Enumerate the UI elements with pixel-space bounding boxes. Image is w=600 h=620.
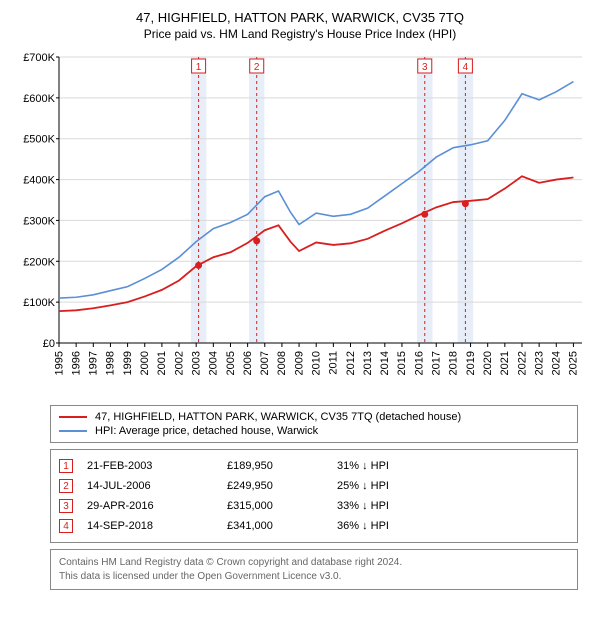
event-marker: 3 [59, 499, 73, 513]
svg-text:2019: 2019 [464, 351, 476, 375]
chart-title: 47, HIGHFIELD, HATTON PARK, WARWICK, CV3… [10, 10, 590, 25]
event-delta: 25% ↓ HPI [337, 480, 437, 492]
svg-text:£200K: £200K [23, 256, 55, 268]
svg-text:2: 2 [253, 62, 259, 73]
svg-text:1998: 1998 [104, 351, 116, 375]
event-row: 4 14-SEP-2018£341,00036% ↓ HPI [59, 516, 569, 536]
legend: 47, HIGHFIELD, HATTON PARK, WARWICK, CV3… [50, 405, 578, 443]
legend-item: 47, HIGHFIELD, HATTON PARK, WARWICK, CV3… [59, 410, 569, 424]
legend-swatch [59, 416, 87, 418]
event-marker: 2 [59, 479, 73, 493]
svg-text:2007: 2007 [259, 351, 271, 375]
event-marker: 4 [59, 519, 73, 533]
svg-text:1996: 1996 [70, 351, 82, 375]
svg-text:1999: 1999 [121, 351, 133, 375]
legend-item: HPI: Average price, detached house, Warw… [59, 424, 569, 438]
svg-text:2010: 2010 [310, 351, 322, 375]
legend-swatch [59, 430, 87, 432]
svg-text:2020: 2020 [481, 351, 493, 375]
legend-label: 47, HIGHFIELD, HATTON PARK, WARWICK, CV3… [95, 411, 461, 423]
svg-text:2000: 2000 [139, 351, 151, 375]
event-price: £341,000 [227, 520, 337, 532]
event-date: 21-FEB-2003 [87, 460, 227, 472]
attribution-line-2: This data is licensed under the Open Gov… [59, 570, 569, 584]
svg-text:£0: £0 [42, 338, 54, 350]
svg-text:2024: 2024 [550, 351, 562, 375]
svg-text:4: 4 [462, 62, 468, 73]
event-delta: 31% ↓ HPI [337, 460, 437, 472]
legend-label: HPI: Average price, detached house, Warw… [95, 425, 318, 437]
attribution-line-1: Contains HM Land Registry data © Crown c… [59, 556, 569, 570]
svg-text:2021: 2021 [499, 351, 511, 375]
svg-text:2003: 2003 [190, 351, 202, 375]
svg-text:2002: 2002 [173, 351, 185, 375]
svg-text:2016: 2016 [413, 351, 425, 375]
svg-text:2022: 2022 [516, 351, 528, 375]
event-date: 14-JUL-2006 [87, 480, 227, 492]
svg-text:2015: 2015 [396, 351, 408, 375]
svg-text:2005: 2005 [224, 351, 236, 375]
event-date: 14-SEP-2018 [87, 520, 227, 532]
chart-subtitle: Price paid vs. HM Land Registry's House … [10, 27, 590, 41]
event-delta: 33% ↓ HPI [337, 500, 437, 512]
svg-text:3: 3 [421, 62, 427, 73]
svg-text:£700K: £700K [23, 52, 55, 64]
event-date: 29-APR-2016 [87, 500, 227, 512]
svg-text:2009: 2009 [293, 351, 305, 375]
events-table: 1 21-FEB-2003£189,95031% ↓ HPI 2 14-JUL-200… [50, 449, 578, 543]
chart-svg: £0 £100K £200K £300K £400K £500K £600K £700K 199… [13, 49, 588, 399]
svg-text:£600K: £600K [23, 93, 55, 105]
event-row: 1 21-FEB-2003£189,95031% ↓ HPI [59, 456, 569, 476]
attribution: Contains HM Land Registry data © Crown c… [50, 549, 578, 590]
svg-text:2017: 2017 [430, 351, 442, 375]
event-marker: 1 [59, 459, 73, 473]
svg-text:2025: 2025 [567, 351, 579, 375]
svg-text:1997: 1997 [87, 351, 99, 375]
svg-text:2012: 2012 [344, 351, 356, 375]
event-row: 2 14-JUL-2006£249,95025% ↓ HPI [59, 476, 569, 496]
event-delta: 36% ↓ HPI [337, 520, 437, 532]
svg-text:2014: 2014 [379, 351, 391, 375]
svg-text:2023: 2023 [533, 351, 545, 375]
event-row: 3 29-APR-2016£315,00033% ↓ HPI [59, 496, 569, 516]
svg-text:1995: 1995 [53, 351, 65, 375]
svg-text:2001: 2001 [156, 351, 168, 375]
price-chart: £0 £100K £200K £300K £400K £500K £600K £700K 199… [13, 49, 588, 399]
event-price: £249,950 [227, 480, 337, 492]
svg-text:1: 1 [195, 62, 201, 73]
svg-text:£100K: £100K [23, 297, 55, 309]
svg-text:2006: 2006 [241, 351, 253, 375]
svg-text:£500K: £500K [23, 134, 55, 146]
event-price: £189,950 [227, 460, 337, 472]
event-price: £315,000 [227, 500, 337, 512]
svg-text:2018: 2018 [447, 351, 459, 375]
svg-text:£300K: £300K [23, 215, 55, 227]
svg-text:2008: 2008 [276, 351, 288, 375]
svg-text:2011: 2011 [327, 351, 339, 375]
svg-text:£400K: £400K [23, 175, 55, 187]
svg-text:2004: 2004 [207, 351, 219, 375]
svg-text:2013: 2013 [361, 351, 373, 375]
